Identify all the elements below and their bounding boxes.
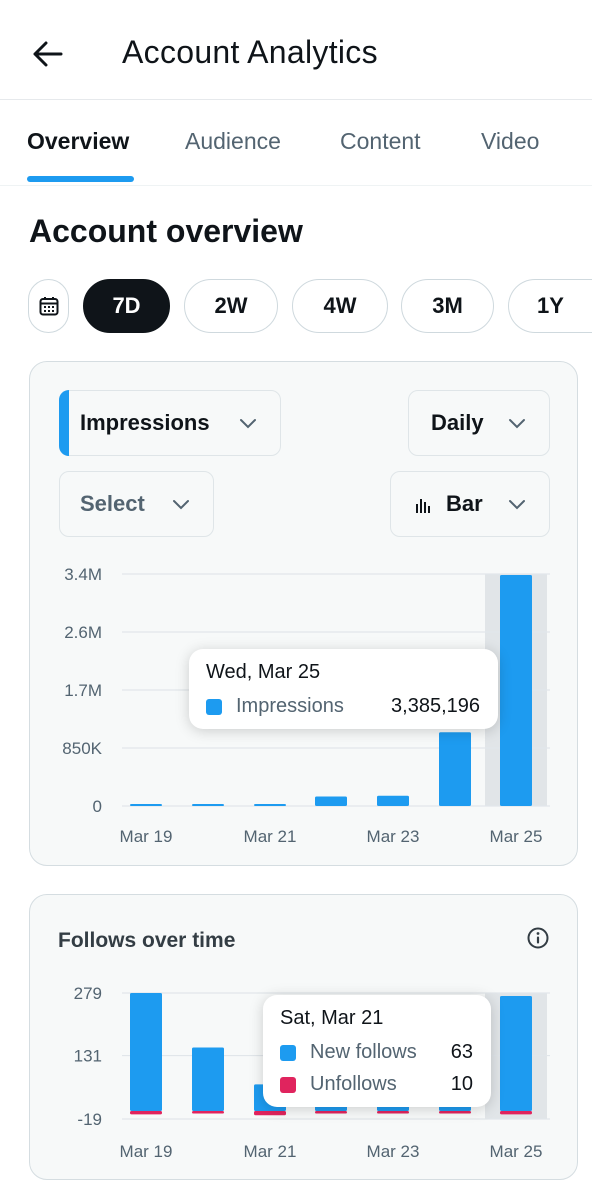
tab-content[interactable]: Content xyxy=(340,128,421,154)
back-button[interactable] xyxy=(28,34,68,74)
info-icon[interactable] xyxy=(526,926,550,950)
app-header: Account Analytics xyxy=(0,0,592,100)
tab-bar: Overview Audience Content Video xyxy=(0,100,592,186)
compare-dropdown[interactable]: Select xyxy=(59,471,214,537)
chevron-down-icon xyxy=(173,500,189,510)
series-swatch xyxy=(280,1076,296,1093)
y-tick-label: 2.6M xyxy=(64,623,102,642)
y-tick-label: 1.7M xyxy=(64,681,102,700)
date-range-selector: 7D 2W 4W 3M 1Y xyxy=(0,279,592,335)
section-title: Account overview xyxy=(29,213,303,249)
y-tick-label: -19 xyxy=(77,1110,102,1129)
x-tick-label: Mar 21 xyxy=(244,827,297,846)
bar xyxy=(439,1110,471,1114)
range-2w-pill[interactable]: 2W xyxy=(184,279,278,333)
bar xyxy=(315,796,347,806)
y-tick-label: 3.4M xyxy=(64,565,102,584)
bar xyxy=(130,804,162,806)
x-tick-label: Mar 25 xyxy=(490,827,543,846)
bar xyxy=(254,804,286,806)
tab-video[interactable]: Video xyxy=(481,128,540,154)
tab-overview[interactable]: Overview xyxy=(27,128,130,154)
compare-dropdown-label: Select xyxy=(80,491,145,516)
bar xyxy=(500,575,532,806)
x-tick-label: Mar 19 xyxy=(120,827,173,846)
arrow-left-icon xyxy=(33,41,63,67)
interval-dropdown[interactable]: Daily xyxy=(408,390,550,456)
metric-dropdown[interactable]: Impressions xyxy=(58,389,281,456)
tooltip-row-unfollows: Unfollows xyxy=(280,1073,397,1096)
tooltip-value: 63 xyxy=(450,1041,473,1063)
range-7d-pill[interactable]: 7D xyxy=(83,279,170,333)
tooltip-series-name: Impressions xyxy=(236,695,344,717)
x-tick-label: Mar 19 xyxy=(120,1142,173,1161)
bar xyxy=(377,795,409,806)
calendar-button[interactable] xyxy=(28,279,69,333)
follows-card-title: Follows over time xyxy=(58,929,236,952)
chevron-down-icon xyxy=(240,419,256,429)
follows-card: Follows over time 279 131 -19 Mar 19 Mar 21 M… xyxy=(29,894,578,1180)
tooltip-date: Sat, Mar 21 xyxy=(280,1007,384,1029)
bar xyxy=(439,732,471,806)
follows-tooltip: Sat, Mar 21 New follows 63 Unfollows 10 xyxy=(263,995,491,1107)
x-tick-label: Mar 25 xyxy=(490,1142,543,1161)
x-tick-label: Mar 23 xyxy=(367,827,420,846)
bar xyxy=(130,993,162,1111)
tooltip-row-new-follows: New follows xyxy=(280,1041,417,1064)
bar xyxy=(500,995,532,1111)
interval-dropdown-label: Daily xyxy=(431,410,484,435)
y-tick-label: 0 xyxy=(93,797,102,816)
bar xyxy=(192,1047,224,1111)
x-tick-label: Mar 21 xyxy=(244,1142,297,1161)
series-swatch xyxy=(206,698,222,715)
metric-color-accent xyxy=(58,389,69,456)
metric-dropdown-label: Impressions xyxy=(80,410,210,435)
y-tick-label: 850K xyxy=(62,739,102,758)
tab-audience[interactable]: Audience xyxy=(185,128,281,154)
bar xyxy=(377,1110,409,1114)
chart-type-dropdown-label: Bar xyxy=(446,491,483,516)
range-3m-pill[interactable]: 3M xyxy=(401,279,494,333)
range-1y-pill[interactable]: 1Y xyxy=(508,279,592,333)
tooltip-row: Impressions xyxy=(206,695,344,718)
bar xyxy=(315,1110,347,1114)
y-tick-label: 279 xyxy=(74,984,102,1003)
impressions-tooltip: Wed, Mar 25 Impressions 3,385,196 xyxy=(189,649,498,729)
tooltip-date: Wed, Mar 25 xyxy=(206,661,321,683)
impressions-bar-chart: 3.4M 2.6M 1.7M 850K 0 Mar 19 Mar 21 Mar 23 Mar 2… xyxy=(62,565,550,846)
tooltip-value: 10 xyxy=(450,1073,473,1095)
tooltip-value: 3,385,196 xyxy=(391,695,480,717)
y-tick-label: 131 xyxy=(74,1047,102,1066)
chart-type-dropdown[interactable]: Bar xyxy=(390,471,550,537)
bar xyxy=(130,1110,162,1115)
tooltip-series-name: Unfollows xyxy=(310,1073,397,1095)
x-tick-label: Mar 23 xyxy=(367,1142,420,1161)
range-4w-pill[interactable]: 4W xyxy=(292,279,388,333)
bar-chart-icon xyxy=(416,498,430,513)
chevron-down-icon xyxy=(509,419,525,429)
impressions-card: Impressions Daily Select Bar 3.4M 2.6M 1.7… xyxy=(29,361,578,866)
bar xyxy=(500,1110,532,1115)
bar xyxy=(192,1110,224,1114)
series-swatch xyxy=(280,1044,296,1061)
active-tab-indicator xyxy=(27,176,134,182)
bar xyxy=(192,804,224,806)
bar xyxy=(254,1110,286,1116)
chevron-down-icon xyxy=(509,500,525,510)
page-title: Account Analytics xyxy=(122,34,378,70)
tooltip-series-name: New follows xyxy=(310,1041,417,1063)
calendar-icon xyxy=(39,297,58,316)
